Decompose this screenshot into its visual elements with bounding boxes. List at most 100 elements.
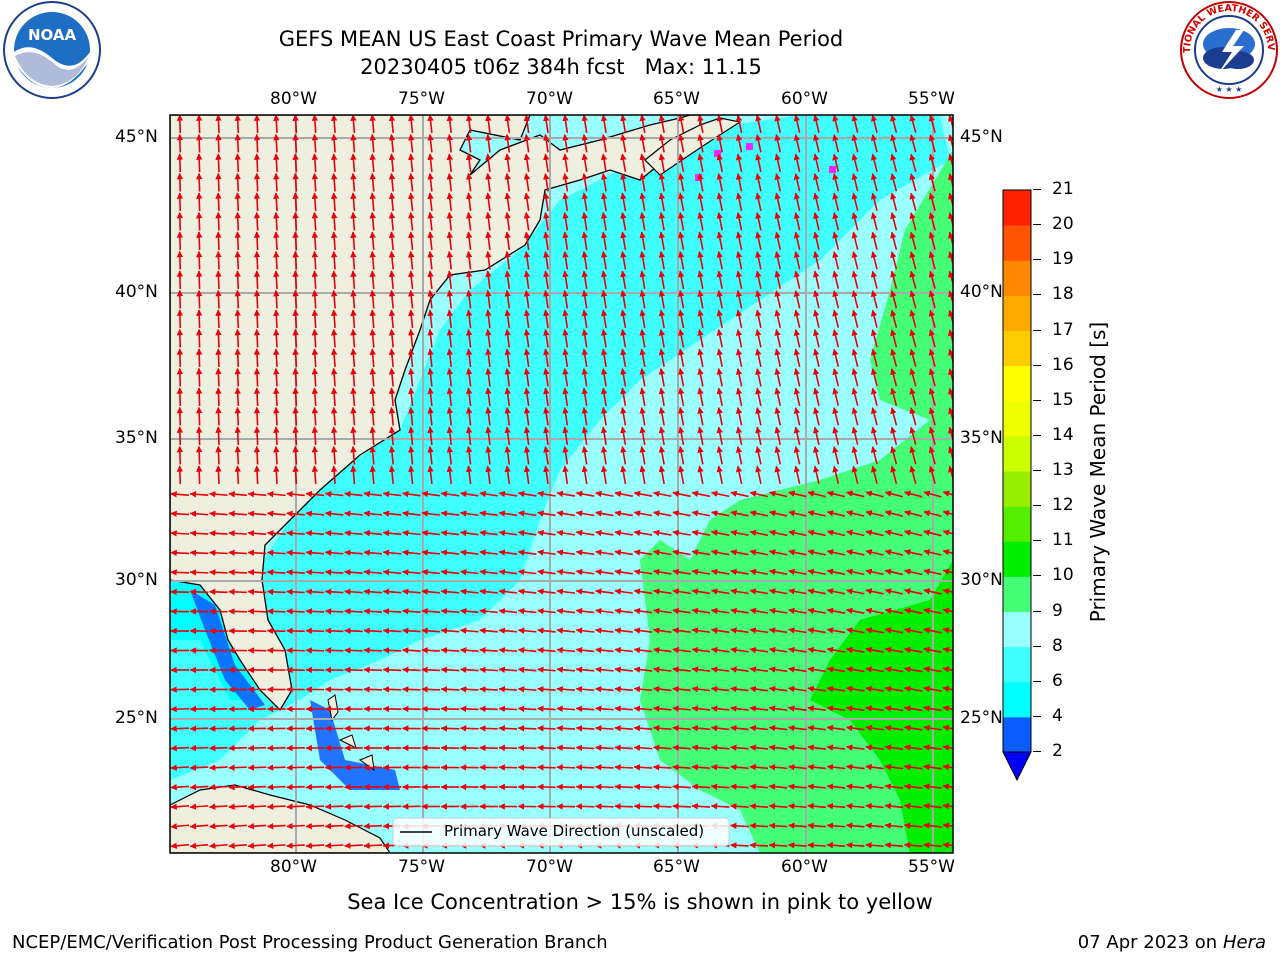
wave-direction-arrow xyxy=(870,251,878,270)
wave-direction-arrow xyxy=(614,529,633,537)
wave-direction-arrow xyxy=(253,309,261,329)
colorbar-bin xyxy=(1003,190,1031,226)
wave-direction-arrow xyxy=(678,465,685,484)
wave-direction-arrow xyxy=(658,309,666,328)
wave-direction-arrow xyxy=(195,115,203,134)
wave-direction-arrow xyxy=(324,627,344,635)
wave-direction-arrow xyxy=(614,783,633,791)
wave-direction-arrow xyxy=(639,173,646,192)
wave-direction-arrow xyxy=(427,445,434,465)
wave-direction-arrow xyxy=(600,406,608,426)
wave-direction-arrow xyxy=(330,387,338,407)
wave-direction-arrow xyxy=(710,510,730,517)
wave-direction-arrow xyxy=(479,490,498,498)
wave-direction-arrow xyxy=(942,490,953,497)
wave-direction-arrow xyxy=(208,549,228,557)
colorbar-tick-label: 18 xyxy=(1052,284,1074,305)
wave-direction-arrow xyxy=(923,549,942,556)
wave-direction-arrow xyxy=(556,549,576,556)
wave-direction-arrow xyxy=(543,348,550,368)
wave-direction-arrow xyxy=(273,406,280,426)
wave-direction-arrow xyxy=(305,588,325,595)
footer-branch: NCEP/EMC/Verification Post Processing Pr… xyxy=(12,932,608,953)
wave-direction-arrow xyxy=(614,803,633,810)
wave-direction-arrow xyxy=(793,134,801,153)
wave-direction-arrow xyxy=(697,329,704,348)
wave-direction-arrow xyxy=(485,309,492,329)
wave-direction-arrow xyxy=(402,549,421,556)
wave-direction-arrow xyxy=(909,270,917,289)
wave-direction-arrow xyxy=(846,510,865,517)
colorbar-tick-label: 6 xyxy=(1052,670,1063,691)
wave-direction-arrow xyxy=(350,426,357,446)
wave-direction-arrow xyxy=(311,387,319,407)
wave-direction-arrow xyxy=(556,744,576,752)
colorbar-tick-mark xyxy=(1033,575,1041,577)
wave-direction-arrow xyxy=(324,842,344,849)
wave-direction-arrow xyxy=(485,445,492,465)
wave-direction-arrow xyxy=(446,328,454,348)
wave-direction-arrow xyxy=(890,387,898,406)
wave-direction-arrow xyxy=(485,172,492,192)
wave-direction-arrow xyxy=(498,549,518,556)
wave-direction-arrow xyxy=(639,134,646,153)
colorbar-tick-mark xyxy=(1033,470,1041,471)
wave-direction-arrow xyxy=(234,348,241,368)
wave-direction-arrow xyxy=(614,549,633,556)
wave-direction-arrow xyxy=(735,231,743,250)
wave-direction-arrow xyxy=(446,115,454,134)
wave-direction-arrow xyxy=(523,387,531,407)
wave-direction-arrow xyxy=(749,490,768,498)
wave-direction-arrow xyxy=(324,490,344,498)
wave-direction-arrow xyxy=(788,529,807,537)
wave-direction-arrow xyxy=(832,270,840,289)
wave-direction-arrow xyxy=(292,250,299,270)
wave-direction-arrow xyxy=(851,368,859,387)
wave-direction-arrow xyxy=(755,290,762,309)
wave-direction-arrow xyxy=(581,172,588,192)
wave-direction-arrow xyxy=(369,172,376,192)
wave-direction-arrow xyxy=(581,426,588,446)
wave-direction-arrow xyxy=(350,406,357,426)
wave-direction-arrow xyxy=(639,251,646,270)
wave-direction-arrow xyxy=(909,251,917,270)
wave-direction-arrow xyxy=(195,289,203,309)
wave-direction-arrow xyxy=(170,705,190,713)
wave-direction-arrow xyxy=(176,426,184,446)
wave-direction-arrow xyxy=(639,290,646,309)
wave-direction-arrow xyxy=(807,490,826,498)
wave-direction-arrow xyxy=(928,153,936,172)
wave-direction-arrow xyxy=(305,647,325,654)
wave-direction-arrow xyxy=(851,407,859,426)
wave-direction-arrow xyxy=(890,192,898,211)
wave-direction-arrow xyxy=(870,115,878,133)
wave-direction-arrow xyxy=(311,328,319,348)
wave-direction-arrow xyxy=(350,328,357,348)
wave-direction-arrow xyxy=(408,445,415,465)
wave-direction-arrow xyxy=(369,348,376,368)
wave-direction-arrow xyxy=(215,387,222,407)
wave-direction-arrow xyxy=(678,192,685,211)
wave-direction-arrow xyxy=(942,529,953,536)
wave-direction-arrow xyxy=(273,115,280,134)
wave-direction-arrow xyxy=(266,803,286,810)
wave-direction-arrow xyxy=(427,115,434,134)
wave-direction-arrow xyxy=(716,153,723,172)
wave-direction-arrow xyxy=(909,368,917,387)
wave-direction-arrow xyxy=(697,368,704,387)
wave-direction-arrow xyxy=(388,367,396,387)
wave-direction-arrow xyxy=(363,822,383,830)
wave-direction-arrow xyxy=(870,153,878,172)
wave-direction-arrow xyxy=(234,172,241,192)
wave-direction-arrow xyxy=(253,250,261,270)
wave-direction-arrow xyxy=(408,270,415,290)
wave-direction-arrows xyxy=(170,115,953,849)
wave-direction-arrow xyxy=(942,549,953,556)
colorbar xyxy=(1002,189,1032,782)
wave-direction-arrow xyxy=(890,407,898,426)
wave-direction-arrow xyxy=(228,744,247,752)
wave-direction-arrow xyxy=(832,446,840,465)
wave-direction-arrow xyxy=(870,348,878,367)
wave-direction-arrow xyxy=(247,569,267,576)
wave-direction-arrow xyxy=(195,348,203,368)
